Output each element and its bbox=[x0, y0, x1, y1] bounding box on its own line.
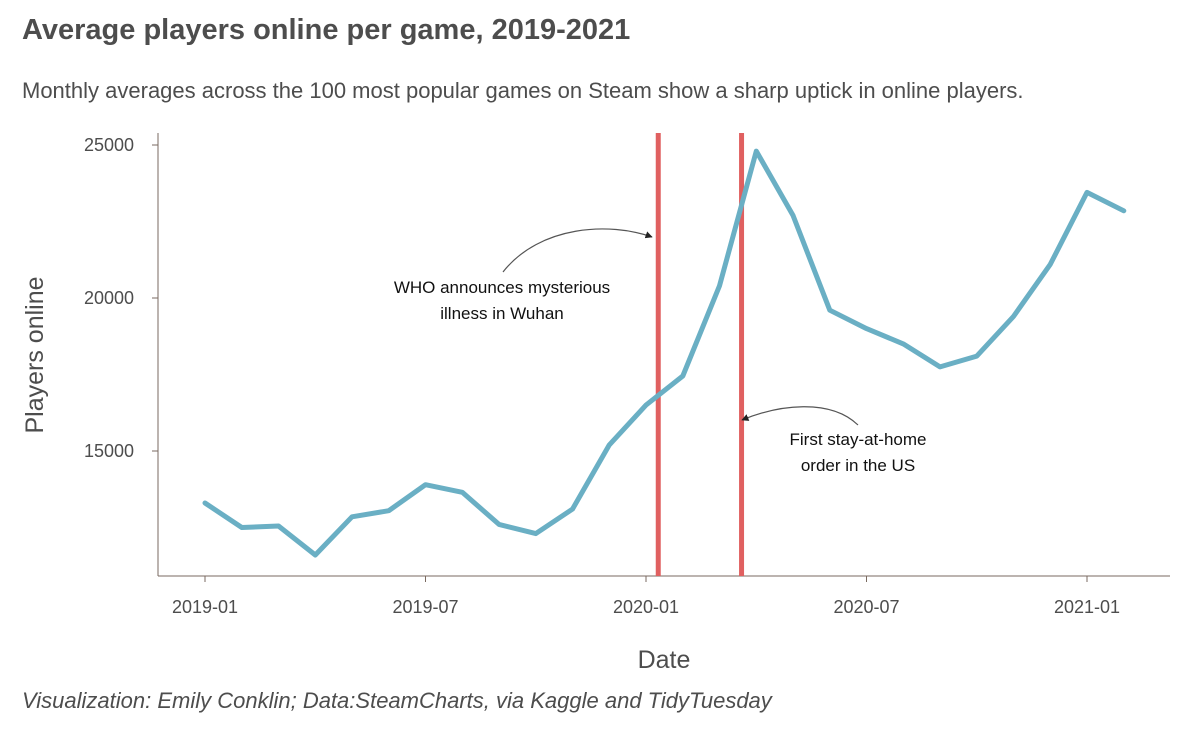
x-tick-label: 2020-01 bbox=[613, 597, 679, 617]
chart-caption: Visualization: Emily Conklin; Data:Steam… bbox=[22, 688, 772, 713]
y-axis-title: Players online bbox=[21, 276, 49, 433]
x-tick-label: 2019-01 bbox=[172, 597, 238, 617]
annotation-text-1: WHO announces mysterious bbox=[394, 278, 610, 297]
chart-subtitle: Monthly averages across the 100 most pop… bbox=[22, 78, 1024, 103]
x-tick-label: 2019-07 bbox=[392, 597, 458, 617]
annotation-text-2: First stay-at-home bbox=[790, 430, 927, 449]
y-tick-label: 20000 bbox=[84, 288, 134, 308]
y-tick-label: 15000 bbox=[84, 441, 134, 461]
chart-title: Average players online per game, 2019-20… bbox=[22, 14, 631, 46]
x-tick-label: 2021-01 bbox=[1054, 597, 1120, 617]
annotation-text-2: order in the US bbox=[801, 456, 915, 475]
annotation-arrow-2 bbox=[741, 406, 859, 426]
annotation-arrow-1 bbox=[502, 228, 653, 273]
y-tick-label: 25000 bbox=[84, 135, 134, 155]
series-line-1 bbox=[202, 148, 1127, 558]
x-axis-title: Date bbox=[638, 646, 691, 674]
annotation-text-1: illness in Wuhan bbox=[440, 304, 563, 323]
x-tick-label: 2020-07 bbox=[833, 597, 899, 617]
